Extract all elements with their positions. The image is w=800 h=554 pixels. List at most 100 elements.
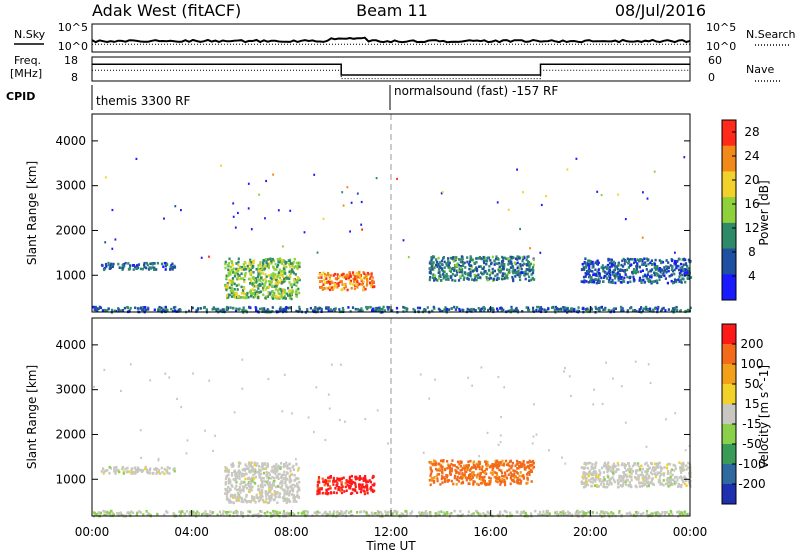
data-cell	[296, 276, 299, 279]
data-cell	[521, 310, 524, 313]
data-cell	[530, 278, 533, 282]
data-cell	[412, 307, 415, 311]
data-cell	[225, 305, 229, 309]
data-cell	[438, 469, 441, 472]
data-cell	[668, 484, 671, 487]
data-cell	[227, 473, 230, 477]
data-cell	[322, 480, 325, 483]
data-cell	[435, 467, 438, 471]
sparse-cell	[186, 439, 189, 442]
data-cell	[524, 277, 527, 281]
data-cell	[323, 278, 326, 282]
data-cell	[342, 275, 345, 279]
data-cell	[661, 467, 664, 470]
data-cell	[496, 474, 499, 477]
data-cell	[500, 309, 503, 313]
data-cell	[261, 498, 265, 502]
data-cell	[235, 497, 238, 500]
data-cell	[288, 490, 291, 493]
data-cell	[516, 472, 519, 475]
sparse-cell	[545, 195, 547, 198]
data-cell	[593, 469, 596, 473]
data-cell	[326, 513, 329, 516]
data-cell	[255, 464, 258, 467]
data-cell	[607, 461, 610, 464]
data-cell	[618, 511, 621, 515]
data-cell	[196, 308, 199, 311]
data-cell	[278, 260, 282, 264]
data-cell	[663, 512, 667, 516]
sparse-cell	[459, 258, 462, 261]
data-cell	[225, 288, 228, 292]
data-cell	[138, 469, 141, 472]
data-cell	[594, 261, 597, 265]
data-cell	[268, 473, 272, 477]
data-cell	[345, 277, 348, 281]
data-cell	[251, 288, 254, 291]
data-cell	[587, 510, 590, 514]
data-cell	[641, 263, 644, 266]
data-cell	[211, 308, 214, 311]
data-cell	[289, 283, 292, 286]
data-cell	[516, 478, 519, 482]
data-cell	[591, 511, 594, 514]
data-cell	[109, 467, 112, 470]
data-cell	[225, 276, 228, 280]
data-cell	[645, 264, 648, 267]
data-cell	[430, 258, 433, 262]
data-cell	[644, 462, 647, 466]
data-cell	[543, 513, 546, 517]
data-cell	[599, 471, 602, 475]
data-cell	[461, 260, 464, 264]
y-tick-label: 1000	[55, 472, 86, 486]
frequency-line	[92, 63, 690, 76]
data-cell	[520, 271, 523, 274]
data-cell	[320, 280, 324, 283]
data-cell	[570, 513, 573, 517]
data-cell	[457, 263, 460, 267]
sparse-cell	[605, 361, 607, 364]
data-cell	[346, 288, 349, 292]
data-cell	[244, 477, 247, 481]
data-cell	[446, 480, 449, 483]
data-cell	[499, 269, 502, 273]
data-cell	[611, 465, 614, 468]
data-cell	[669, 475, 672, 479]
data-cell	[290, 297, 293, 301]
data-cell	[470, 268, 473, 271]
sparse-cell	[241, 358, 244, 361]
data-cell	[306, 309, 309, 313]
data-cell	[527, 255, 530, 258]
data-cell	[433, 279, 436, 282]
data-cell	[238, 496, 241, 500]
data-cell	[237, 269, 240, 273]
data-cell	[483, 475, 486, 479]
data-cell	[463, 473, 466, 477]
sparse-cell	[328, 407, 331, 410]
data-cell	[269, 511, 272, 515]
data-cell	[329, 308, 332, 311]
data-cell	[98, 305, 101, 309]
data-cell	[447, 257, 450, 260]
data-cell	[475, 274, 478, 278]
data-cell	[669, 264, 672, 267]
data-cell	[378, 309, 381, 313]
data-cell	[678, 257, 681, 261]
data-cell	[258, 290, 261, 294]
data-cell	[523, 274, 526, 277]
data-cell	[224, 492, 227, 495]
data-cell	[336, 273, 339, 276]
data-cell	[605, 272, 608, 275]
data-cell	[685, 484, 688, 487]
data-cell	[272, 464, 275, 468]
data-cell	[654, 258, 657, 262]
data-cell	[239, 491, 242, 494]
data-cell	[511, 275, 514, 279]
data-cell	[236, 511, 239, 514]
data-cell	[260, 510, 263, 513]
data-cell	[240, 272, 243, 275]
data-cell	[254, 513, 257, 517]
data-cell	[454, 469, 457, 472]
data-cell	[526, 461, 529, 464]
data-cell	[165, 510, 168, 513]
